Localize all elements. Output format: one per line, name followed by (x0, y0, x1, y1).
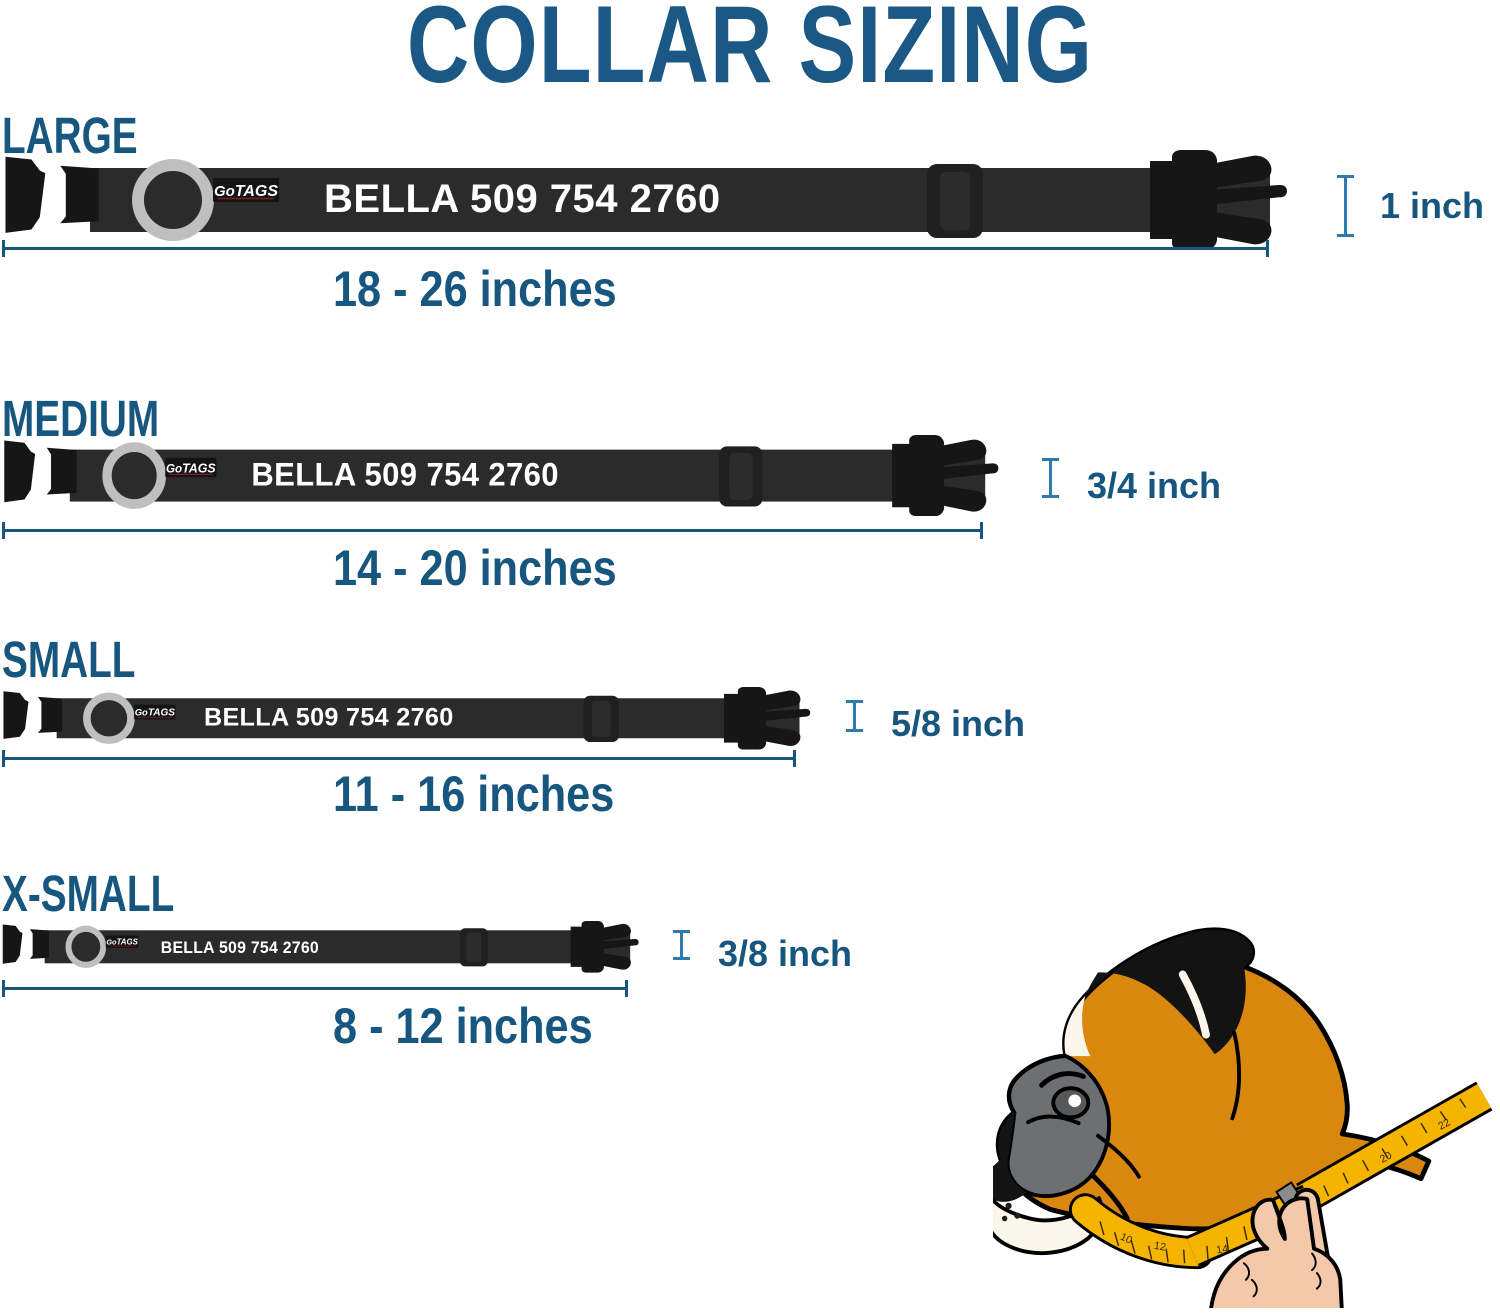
svg-text:BELLA 509 754 2760: BELLA 509 754 2760 (204, 704, 454, 732)
svg-text:14: 14 (1215, 1243, 1228, 1257)
svg-text:BELLA 509 754 2760: BELLA 509 754 2760 (161, 939, 319, 957)
svg-text:GoTAGS: GoTAGS (106, 938, 138, 947)
svg-text:GoTAGS: GoTAGS (214, 183, 278, 200)
svg-text:BELLA 509 754 2760: BELLA 509 754 2760 (251, 456, 559, 493)
svg-text:12: 12 (1153, 1240, 1167, 1254)
svg-text:GoTAGS: GoTAGS (166, 461, 216, 475)
svg-text:BELLA 509 754 2760: BELLA 509 754 2760 (324, 177, 721, 221)
